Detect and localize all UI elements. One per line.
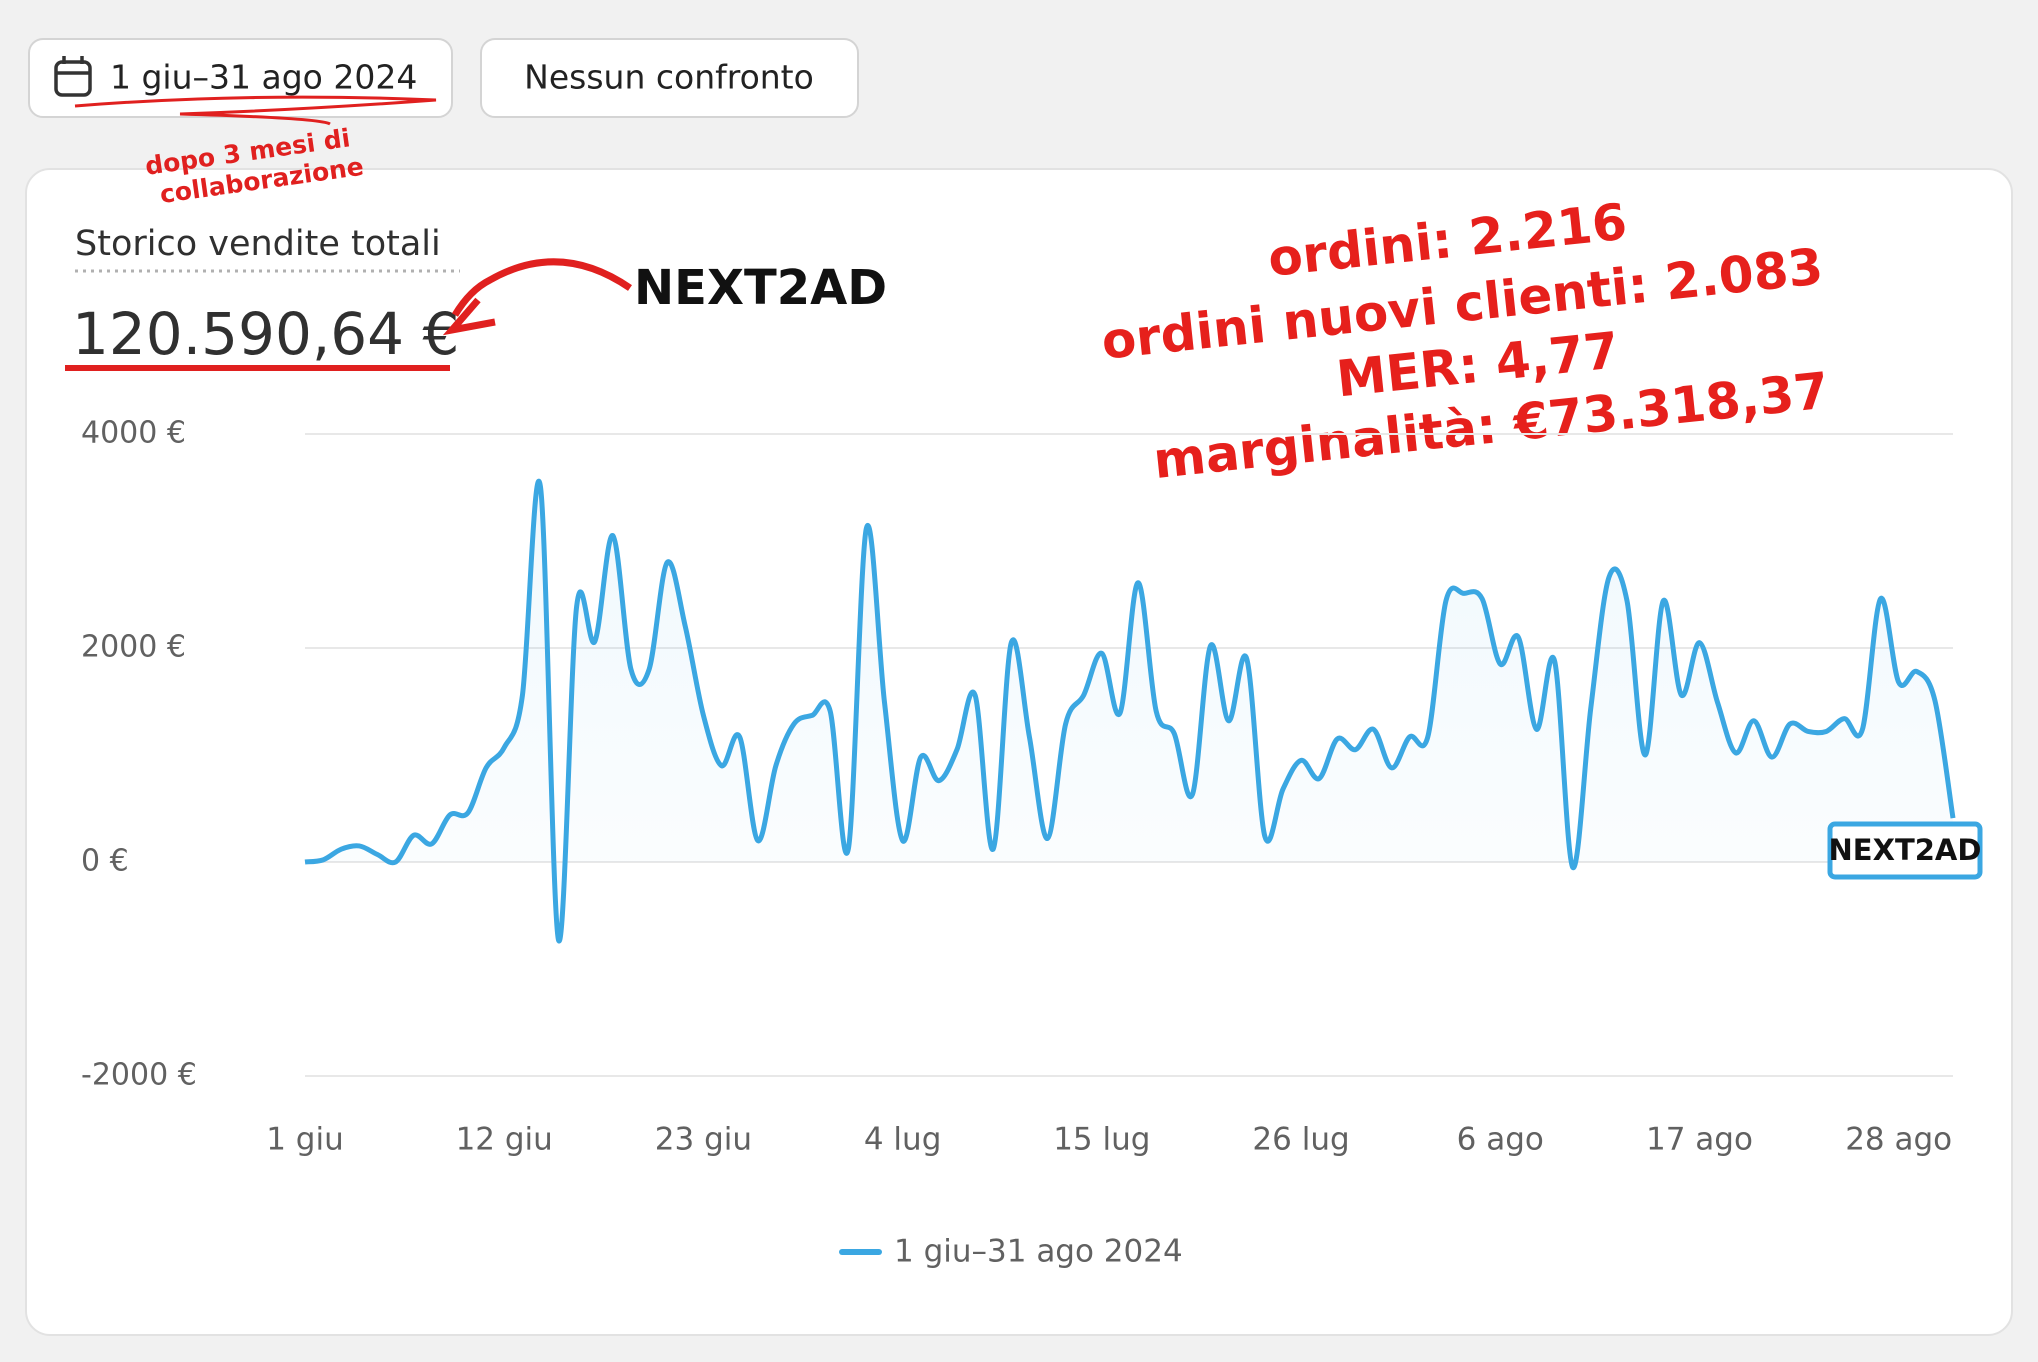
- logo-box: [1827, 821, 1983, 880]
- x-tick-label: 1 giu: [266, 1122, 344, 1158]
- logo: NEXT2AD: [634, 260, 887, 316]
- total: 120.590,64 €: [72, 300, 459, 368]
- comparison[interactable]: Nessun confronto: [524, 58, 814, 97]
- x-tick-label: 6 ago: [1457, 1122, 1544, 1158]
- area: [305, 481, 1953, 942]
- line: [304, 478, 1956, 944]
- scribble: [74, 95, 437, 126]
- calendar-icon: [54, 56, 92, 97]
- y-tick-label: 0 €: [81, 844, 129, 879]
- x-tick-label: 15 lug: [1053, 1122, 1150, 1158]
- x-tick-label: 4 lug: [864, 1122, 942, 1158]
- x-tick-label: 23 giu: [655, 1122, 752, 1158]
- y-tick-label: 2000 €: [81, 630, 186, 665]
- compare-button[interactable]: [480, 38, 859, 118]
- arrow-head: [442, 297, 496, 336]
- logo: NEXT2AD: [1829, 833, 1982, 867]
- legend-label: 1 giu–31 ago 2024: [894, 1234, 1183, 1270]
- date-range[interactable]: 1 giu–31 ago 2024: [110, 58, 417, 97]
- chart-title: Storico vendite totali: [75, 224, 441, 264]
- x-tick-label: 12 giu: [456, 1122, 553, 1158]
- x-tick-label: 17 ago: [1646, 1122, 1753, 1158]
- y-tick-label: -2000 €: [81, 1058, 197, 1093]
- x-tick-label: 26 lug: [1252, 1122, 1349, 1158]
- plot: -2000 € 0 € 2000 € 4000 € 1 giu 12 giu 23 giu 4…: [81, 416, 1956, 1270]
- x-tick-label: 28 ago: [1845, 1122, 1952, 1158]
- y-tick-label: 4000 €: [81, 416, 186, 451]
- arrow: [451, 258, 632, 317]
